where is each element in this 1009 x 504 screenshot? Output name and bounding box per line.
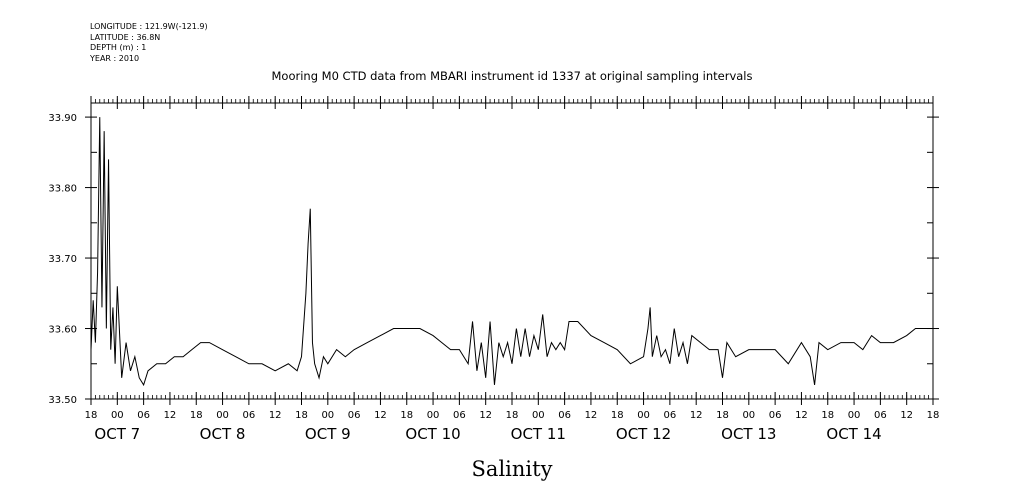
salinity-series-line — [90, 117, 933, 387]
x-axis-label: Salinity — [472, 457, 553, 481]
x-axis: 18 00 06 12 18 00 06 12 18 00 06 12 18 00 06 12 18 00 06 12… — [85, 96, 940, 443]
x-day-label: OCT 14 — [826, 425, 881, 443]
x-hour-label: 00 — [427, 410, 440, 421]
x-hour-label: 18 — [85, 410, 98, 421]
y-tick-label: 33.80 — [48, 184, 77, 195]
series-layer — [90, 117, 933, 387]
x-hour-label: 18 — [295, 410, 308, 421]
x-hour-label: 12 — [269, 410, 282, 421]
x-hour-label: 12 — [690, 410, 703, 421]
x-hour-label: 00 — [637, 410, 650, 421]
x-hour-label: 12 — [795, 410, 808, 421]
x-hour-label: 18 — [611, 410, 624, 421]
x-hour-label: 12 — [164, 410, 177, 421]
x-hour-label: 00 — [111, 410, 124, 421]
plot-frame — [90, 102, 934, 400]
y-tick-label: 33.50 — [48, 395, 77, 406]
x-hour-label: 00 — [848, 410, 861, 421]
x-hour-label: 18 — [821, 410, 834, 421]
x-hour-label: 18 — [927, 410, 940, 421]
x-hour-label: 06 — [453, 410, 466, 421]
chart-title: Mooring M0 CTD data from MBARI instrumen… — [272, 69, 753, 83]
x-hour-label: 00 — [532, 410, 545, 421]
x-day-label: OCT 10 — [405, 425, 460, 443]
x-hour-label: 12 — [585, 410, 598, 421]
x-day-label: OCT 13 — [721, 425, 776, 443]
x-hour-label: 06 — [243, 410, 256, 421]
x-hour-label: 12 — [479, 410, 492, 421]
minor-ticks — [90, 99, 934, 399]
x-day-label: OCT 12 — [616, 425, 671, 443]
x-day-label: OCT 11 — [511, 425, 566, 443]
x-hour-label: 06 — [769, 410, 782, 421]
x-day-label: OCT 7 — [94, 425, 140, 443]
x-day-label: OCT 8 — [200, 425, 246, 443]
x-hour-label: 00 — [321, 410, 334, 421]
x-hour-label: 18 — [400, 410, 413, 421]
x-day-label: OCT 9 — [305, 425, 351, 443]
x-hour-label: 06 — [874, 410, 887, 421]
y-tick-label: 33.60 — [48, 325, 77, 336]
longitude-label: LONGITUDE : 121.9W(-121.9) — [90, 22, 208, 31]
x-hour-label: 06 — [558, 410, 571, 421]
y-tick-label: 33.90 — [48, 113, 77, 124]
year-label: YEAR : 2010 — [90, 53, 140, 63]
metadata-block: LONGITUDE : 121.9W(-121.9) LATITUDE : 36… — [90, 22, 208, 64]
x-hour-label: 18 — [190, 410, 203, 421]
x-hour-label: 12 — [900, 410, 913, 421]
depth-label: DEPTH (m) : 1 — [90, 43, 147, 52]
x-hour-label: 18 — [506, 410, 519, 421]
x-hour-label: 12 — [374, 410, 387, 421]
x-hour-label: 06 — [664, 410, 677, 421]
y-tick-label: 33.70 — [48, 254, 77, 265]
y-axis: 33.50 33.60 33.70 33.80 33.90 — [48, 113, 939, 406]
x-hour-label: 00 — [742, 410, 755, 421]
x-hour-label: 00 — [216, 410, 229, 421]
latitude-label: LATITUDE : 36.8N — [90, 32, 161, 42]
hour-minor-ticks — [90, 99, 934, 399]
x-hour-label: 06 — [137, 410, 150, 421]
x-hour-label: 06 — [348, 410, 361, 421]
x-hour-label: 18 — [716, 410, 729, 421]
